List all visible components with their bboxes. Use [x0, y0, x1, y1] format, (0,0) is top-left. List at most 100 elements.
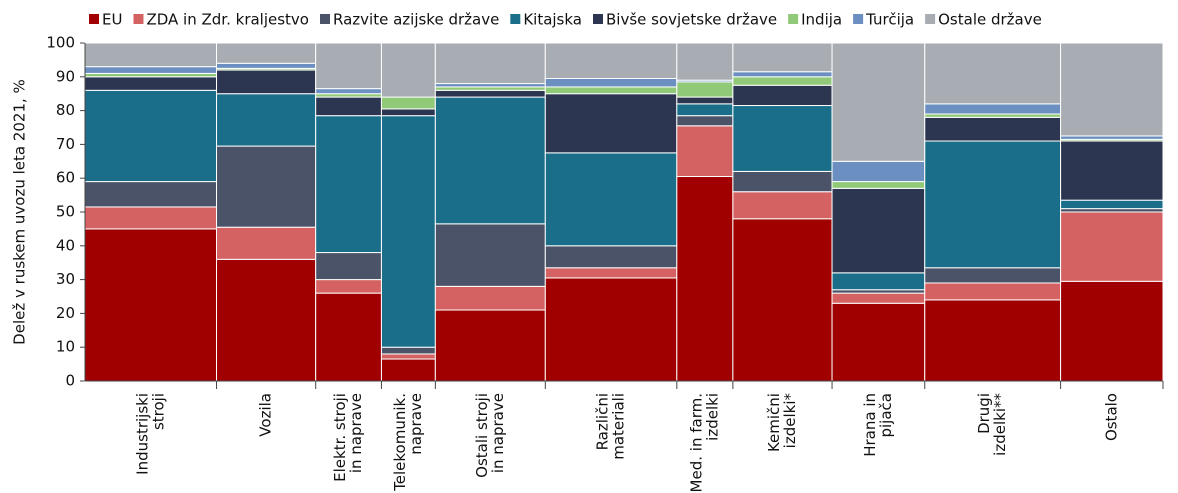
- segment: [380, 108, 436, 117]
- segment: [732, 71, 833, 78]
- segment: [831, 187, 926, 274]
- segment: [315, 96, 382, 117]
- y-tick-label: 60: [56, 169, 75, 187]
- x-tick-label: in naprave: [489, 393, 507, 473]
- segment: [732, 84, 833, 107]
- segment: [1060, 211, 1164, 282]
- y-tick-label: 40: [56, 236, 75, 254]
- segment: [732, 105, 833, 172]
- x-tick-label: stroji: [149, 393, 167, 430]
- x-tick-label: Telekomunik.: [391, 393, 409, 492]
- segment: [434, 96, 546, 225]
- y-tick-label: 0: [65, 372, 75, 390]
- segment: [434, 89, 546, 98]
- segment: [924, 42, 1062, 105]
- segment: [1060, 135, 1164, 140]
- x-tick-label: pijača: [877, 393, 895, 438]
- segment: [1060, 280, 1164, 382]
- segment: [732, 76, 833, 86]
- segment: [924, 103, 1062, 115]
- segment: [831, 181, 926, 189]
- segment: [216, 62, 317, 69]
- legend-swatch: [925, 14, 936, 24]
- segment: [84, 228, 218, 382]
- legend-label: Kitajska: [523, 11, 582, 29]
- segment: [732, 191, 833, 220]
- segment: [544, 277, 678, 382]
- y-tick-label: 30: [56, 270, 75, 288]
- y-tick-label: 70: [56, 135, 75, 153]
- legend-label: Indija: [801, 11, 842, 29]
- segment: [216, 42, 317, 64]
- legend-label: EU: [102, 11, 122, 29]
- segment: [831, 160, 926, 183]
- y-tick-label: 20: [56, 304, 75, 322]
- segment: [434, 223, 546, 287]
- x-tick-label: Vozila: [257, 393, 275, 437]
- segment: [924, 113, 1062, 118]
- segment: [315, 252, 382, 281]
- segment: [84, 89, 218, 183]
- segment: [84, 206, 218, 230]
- segment: [380, 358, 436, 382]
- segment: [434, 83, 546, 88]
- y-tick-label: 80: [56, 101, 75, 119]
- legend-label: Ostale države: [938, 11, 1042, 29]
- x-tick-label: Med. in farm.: [687, 393, 705, 492]
- segment: [924, 140, 1062, 269]
- x-tick-label: izdelki**: [991, 393, 1009, 456]
- y-axis-label: Delež v ruskem uvozu leta 2021, %: [11, 79, 29, 345]
- x-tick-label: izdelki: [703, 393, 721, 441]
- y-tick-label: 90: [56, 67, 75, 85]
- segment: [380, 353, 436, 360]
- segment: [544, 77, 678, 88]
- segment: [831, 289, 926, 294]
- legend-swatch: [593, 14, 603, 24]
- x-tick-label: Ostalo: [1102, 393, 1120, 441]
- segment: [831, 272, 926, 291]
- x-tick-label: Industrijski: [133, 393, 151, 475]
- y-tick-label: 10: [56, 338, 75, 356]
- x-tick-label: izdelki*: [781, 393, 799, 449]
- x-tick-label: Drugi: [975, 393, 993, 434]
- segment: [315, 93, 382, 98]
- segment: [434, 86, 546, 91]
- segment: [216, 93, 317, 147]
- legend-label: Turčija: [865, 11, 914, 29]
- x-tick-label: Elektr. stroji: [331, 393, 349, 482]
- legend-swatch: [853, 14, 864, 24]
- y-tick-label: 50: [56, 203, 75, 221]
- segment: [1060, 42, 1164, 137]
- segment: [1060, 199, 1164, 210]
- segment: [924, 282, 1062, 301]
- segment: [84, 66, 218, 74]
- x-tick-label: Različni: [594, 393, 612, 450]
- x-tick-label: Ostali stroji: [473, 393, 491, 478]
- segment: [434, 42, 546, 85]
- x-tick-label: materiali: [610, 393, 628, 460]
- segment: [924, 116, 1062, 142]
- segment: [544, 152, 678, 247]
- segment: [676, 176, 734, 382]
- segment: [544, 267, 678, 279]
- segment: [676, 115, 734, 127]
- segment: [676, 96, 734, 105]
- segment: [84, 76, 218, 91]
- segment: [380, 346, 436, 355]
- segment: [924, 267, 1062, 284]
- segment: [544, 245, 678, 269]
- segment: [676, 125, 734, 178]
- legend-swatch: [788, 14, 799, 24]
- y-tick-label: 100: [46, 34, 75, 52]
- segment: [380, 115, 436, 348]
- segment: [216, 145, 317, 228]
- legend-swatch: [510, 14, 521, 24]
- x-tick-label: Kemični: [765, 393, 783, 452]
- segment: [1060, 140, 1164, 201]
- segment: [676, 81, 734, 98]
- segment: [732, 170, 833, 193]
- segment: [84, 181, 218, 208]
- segment: [924, 299, 1062, 382]
- segment: [315, 42, 382, 90]
